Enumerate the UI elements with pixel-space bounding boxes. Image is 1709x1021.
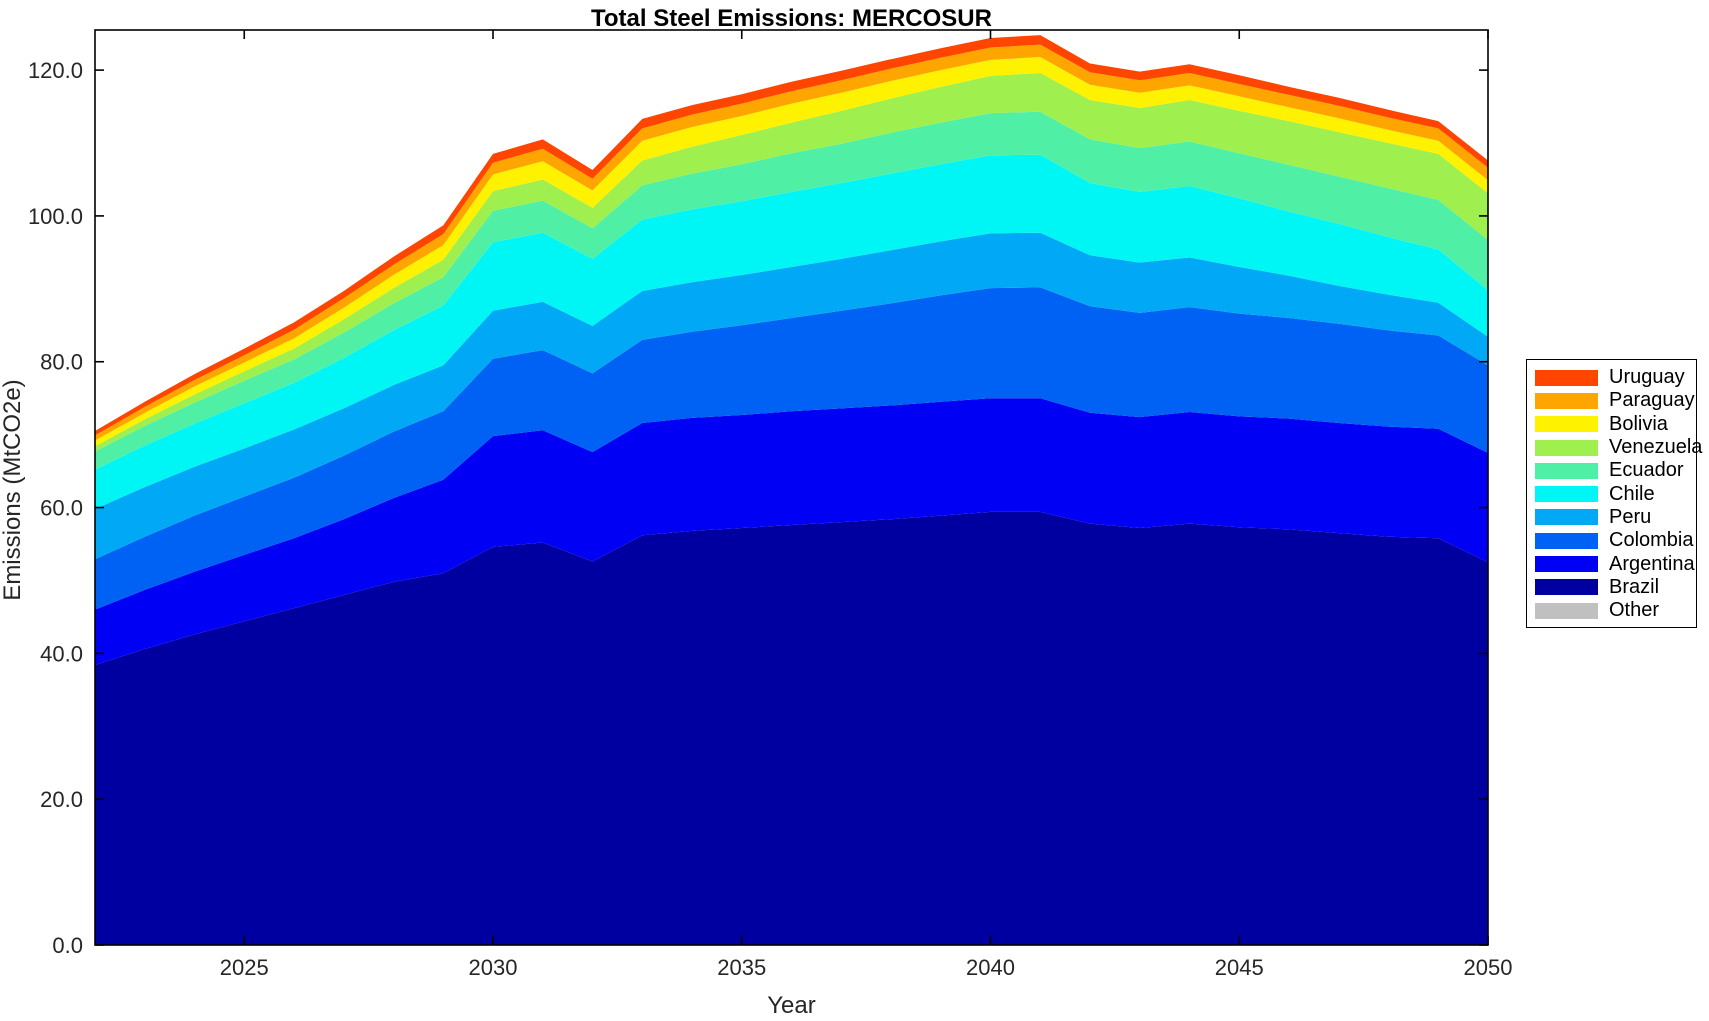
legend-item-paraguay: Paraguay: [1535, 389, 1696, 412]
legend-swatch-argentina: [1535, 556, 1598, 573]
x-tick-label: 2030: [469, 955, 518, 980]
legend-swatch-other: [1535, 602, 1598, 619]
chart-title: Total Steel Emissions: MERCOSUR: [591, 5, 992, 32]
legend-item-colombia: Colombia: [1535, 529, 1696, 552]
area-ecuador: [95, 111, 1488, 470]
legend-swatch-bolivia: [1535, 416, 1598, 433]
legend-item-bolivia: Bolivia: [1535, 413, 1696, 436]
area-colombia: [95, 287, 1488, 610]
legend-item-uruguay: Uruguay: [1535, 366, 1696, 389]
legend-swatch-paraguay: [1535, 392, 1598, 409]
legend-swatch-colombia: [1535, 532, 1598, 549]
x-axis-label: Year: [767, 992, 816, 1019]
legend-swatch-chile: [1535, 486, 1598, 503]
legend-item-other: Other: [1535, 599, 1696, 622]
legend-swatch-uruguay: [1535, 369, 1598, 386]
legend-swatch-peru: [1535, 509, 1598, 526]
legend-label: Argentina: [1609, 552, 1695, 575]
axes-frame: [94, 29, 1489, 946]
y-tick-labels: 0.0 20.0 40.0 60.0 80.0 100.0 120.0: [28, 58, 83, 958]
legend-label: Chile: [1609, 482, 1655, 505]
legend-swatch-venezuela: [1535, 439, 1598, 456]
legend-item-chile: Chile: [1535, 482, 1696, 505]
legend-item-venezuela: Venezuela: [1535, 436, 1702, 459]
y-tick-label: 0.0: [52, 933, 83, 958]
y-tick-label: 20.0: [40, 787, 83, 812]
x-tick-label: 2025: [220, 955, 269, 980]
x-tick-label: 2040: [966, 955, 1015, 980]
x-tick-label: 2045: [1215, 955, 1264, 980]
area-argentina: [95, 398, 1488, 665]
legend-label: Colombia: [1609, 529, 1694, 552]
legend-item-ecuador: Ecuador: [1535, 459, 1696, 482]
legend-item-brazil: Brazil: [1535, 576, 1696, 599]
x-tick-label: 2050: [1464, 955, 1513, 980]
legend-label: Bolivia: [1609, 412, 1668, 435]
legend-item-argentina: Argentina: [1535, 552, 1696, 575]
legend-label: Paraguay: [1609, 389, 1695, 412]
y-tick-label: 60.0: [40, 496, 83, 521]
y-tick-label: 120.0: [28, 58, 83, 83]
area-brazil: [95, 511, 1488, 945]
legend-item-peru: Peru: [1535, 506, 1696, 529]
legend-label: Ecuador: [1609, 459, 1684, 482]
legend-label: Peru: [1609, 505, 1652, 528]
legend-label: Venezuela: [1609, 436, 1703, 459]
x-tick-label: 2035: [717, 955, 766, 980]
legend-label: Uruguay: [1609, 366, 1685, 389]
legend-label: Other: [1609, 599, 1660, 622]
x-tick-labels: 2025 2030 2035 2040 2045 2050: [220, 955, 1513, 980]
area-peru: [95, 232, 1488, 560]
legend-label: Brazil: [1609, 575, 1660, 598]
legend: Uruguay Paraguay Bolivia Venezuela Ecuador Ch…: [1526, 359, 1702, 629]
y-tick-label: 40.0: [40, 641, 83, 666]
y-tick-label: 80.0: [40, 350, 83, 375]
axis-ticks: [95, 30, 1489, 946]
y-tick-label: 100.0: [28, 204, 83, 229]
y-axis-label: Emissions (MtCO2e): [0, 379, 26, 601]
stacked-areas: [95, 35, 1488, 945]
legend-swatch-ecuador: [1535, 462, 1598, 479]
legend-swatch-brazil: [1535, 579, 1598, 596]
area-chile: [95, 154, 1488, 509]
area-venezuela: [95, 73, 1488, 452]
